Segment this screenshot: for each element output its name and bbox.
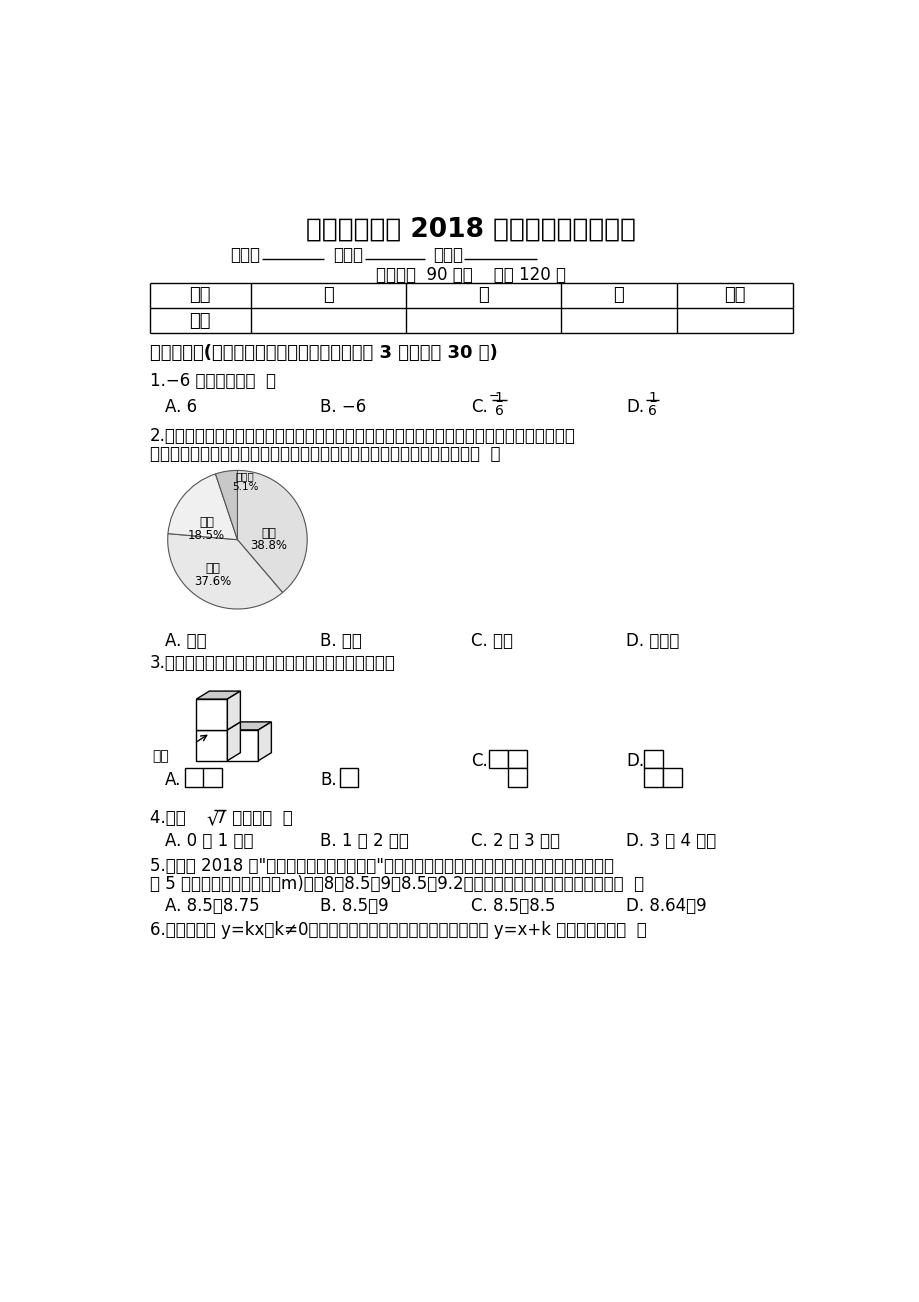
Text: 小米: 小米 [261,527,276,540]
Text: 考试时间  90 分钟    满分 120 分: 考试时间 90 分钟 满分 120 分 [376,267,566,284]
Polygon shape [227,721,271,730]
Text: D.: D. [626,398,644,417]
Text: 6.正比例函数 y=kx（k≠0）的图象经过第二、四象限，则一次函数 y=x+k 的图象大致是（  ）: 6.正比例函数 y=kx（k≠0）的图象经过第二、四象限，则一次函数 y=x+k… [150,921,646,939]
Polygon shape [227,691,240,730]
Polygon shape [196,721,240,730]
Text: 38.8%: 38.8% [250,539,287,552]
Wedge shape [167,534,282,609]
Text: 姓名：: 姓名： [230,246,259,264]
Wedge shape [215,470,237,540]
Text: 5.为参加 2018 年"初中毕业生升学体育考试"，小刚同学进行了刻苦的练习，在投掷实心球时，测: 5.为参加 2018 年"初中毕业生升学体育考试"，小刚同学进行了刻苦的练习，在… [150,857,613,875]
Text: A. 6: A. 6 [165,398,198,417]
Text: 3.如图，由三个小立方体搭成的几何体的俯视图是（）: 3.如图，由三个小立方体搭成的几何体的俯视图是（） [150,654,395,672]
Text: 一、选择题(每小题只有一个正确答案，每小题 3 分，满分 30 分): 一、选择题(每小题只有一个正确答案，每小题 3 分，满分 30 分) [150,344,497,362]
Text: 1: 1 [648,391,656,405]
Text: −: − [488,389,498,402]
Text: 总分: 总分 [723,286,745,305]
Text: 题号: 题号 [189,286,210,305]
Text: 1: 1 [494,391,503,405]
Text: B. 1 和 2 之间: B. 1 和 2 之间 [320,832,409,850]
Text: 2.在苹果手机全球热销的今天，国产手机也在悄然崛起。某网站对国产品牌手机的关注度进行了: 2.在苹果手机全球热销的今天，国产手机也在悄然崛起。某网站对国产品牌手机的关注度… [150,427,575,445]
Text: 一: 一 [323,286,333,305]
Text: A.: A. [165,771,182,789]
Text: B. −6: B. −6 [320,398,367,417]
Text: 5.1%: 5.1% [232,482,258,492]
Text: 统计，并把关注度绘制成扇形统计图如图所示，关注度最高的手机品牌是（  ）: 统计，并把关注度绘制成扇形统计图如图所示，关注度最高的手机品牌是（ ） [150,445,500,464]
Bar [227,730,258,760]
Text: 1.−6 的相反数是（  ）: 1.−6 的相反数是（ ） [150,372,276,389]
Text: 7: 7 [216,810,226,827]
Text: 得 5 次投掷的成绩（单位：m)为：8、8.5、9、8.5、9.2。这组数据的众数、中位数依次是（  ）: 得 5 次投掷的成绩（单位：m)为：8、8.5、9、8.5、9.2。这组数据的众… [150,875,643,893]
Text: D. 3 和 4 之间: D. 3 和 4 之间 [626,832,716,850]
Text: 三: 三 [613,286,623,305]
Bar [196,730,227,760]
Text: 4.实数: 4.实数 [150,810,190,827]
Text: 二: 二 [477,286,488,305]
Wedge shape [237,470,307,592]
Text: 评分: 评分 [189,311,210,329]
Bar [507,768,526,786]
Text: 魅族: 魅族 [205,562,220,575]
Text: √: √ [206,810,219,828]
Bar [339,768,358,786]
Text: C. 2 和 3 之间: C. 2 和 3 之间 [471,832,560,850]
Text: 37.6%: 37.6% [194,574,231,587]
Text: D.: D. [626,753,644,771]
Text: B.: B. [320,771,336,789]
Text: 华为: 华为 [199,517,214,529]
Text: 的值在（  ）: 的值在（ ） [227,810,293,827]
Text: C. 华为: C. 华为 [471,631,513,650]
Text: C.: C. [471,398,488,417]
Polygon shape [196,691,240,699]
Bar [196,699,227,730]
Text: B. 8.5，9: B. 8.5，9 [320,897,389,915]
Text: 湖南省邵阳县 2018 年中考数学一模试卷: 湖南省邵阳县 2018 年中考数学一模试卷 [306,216,636,242]
Polygon shape [227,721,240,760]
Text: 步步高: 步步高 [235,471,255,482]
Text: B. 魅族: B. 魅族 [320,631,362,650]
Bar [507,750,526,768]
Bar [185,768,221,786]
Bar [643,750,663,768]
Bar [489,750,507,768]
Text: 考号：: 考号： [433,246,463,264]
Text: 6: 6 [494,404,503,418]
Text: A. 8.5，8.75: A. 8.5，8.75 [165,897,260,915]
Text: A. 小米: A. 小米 [165,631,207,650]
Text: D. 8.64，9: D. 8.64，9 [626,897,707,915]
Text: A. 0 和 1 之间: A. 0 和 1 之间 [165,832,254,850]
Wedge shape [168,474,237,540]
Text: 18.5%: 18.5% [187,529,225,542]
Text: C. 8.5，8.5: C. 8.5，8.5 [471,897,555,915]
Text: 正面: 正面 [152,749,169,763]
Bar [663,768,681,786]
Text: D. 步步高: D. 步步高 [626,631,679,650]
Text: 班级：: 班级： [334,246,363,264]
Text: C.: C. [471,753,488,771]
Bar [643,768,663,786]
Text: 6: 6 [648,404,656,418]
Polygon shape [258,721,271,760]
